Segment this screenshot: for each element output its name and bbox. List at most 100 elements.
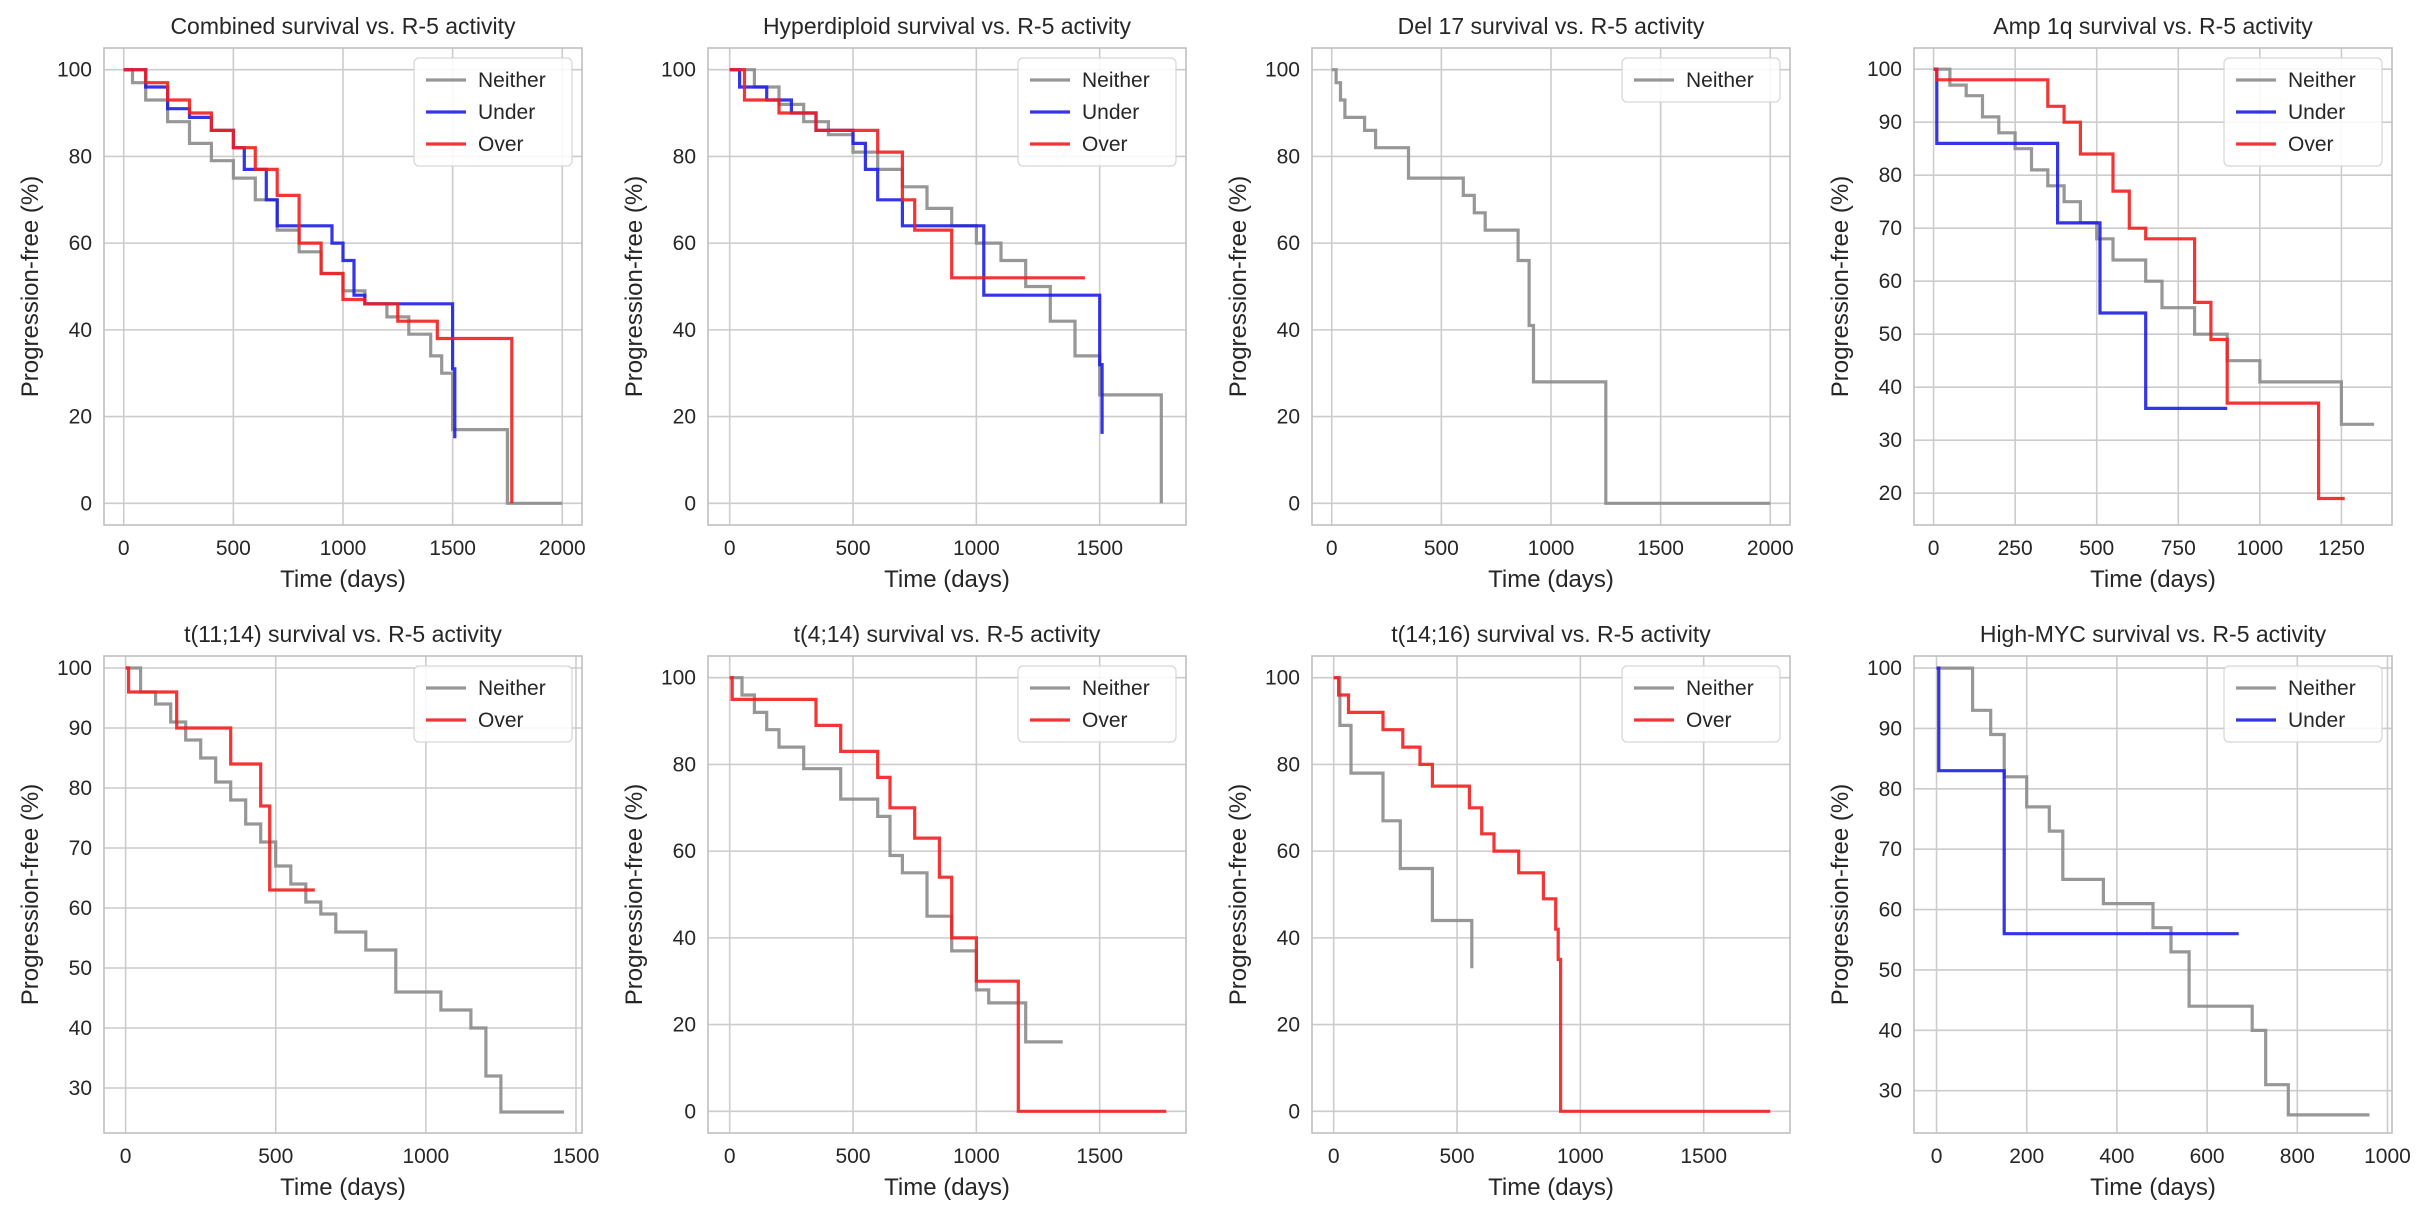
series-line-neither (1333, 676, 1474, 969)
plot-frame (707, 655, 1187, 1134)
x-tick-label: 0 (118, 537, 130, 560)
plot-frame (1311, 47, 1791, 526)
y-tick-label: 40 (1879, 376, 1902, 399)
chart-title: t(11;14) survival vs. R-5 activity (184, 621, 502, 647)
y-tick-label: 20 (1879, 482, 1902, 505)
y-tick-label: 100 (1265, 59, 1300, 82)
y-tick-label: 40 (69, 1017, 92, 1040)
y-tick-label: 80 (1879, 778, 1902, 801)
y-tick-label: 50 (1879, 959, 1902, 982)
legend-label-over: Over (478, 709, 524, 732)
legend: Neither Under Over (1017, 57, 1177, 167)
subplot-3: 0 500 1000 1500 2000 0 20 40 60 80 100 Del 17 survi… (1225, 13, 1794, 593)
x-tick-label: 500 (836, 1145, 871, 1168)
x-axis-label: Time (days) (884, 1174, 1010, 1201)
x-tick-label: 1500 (1076, 1145, 1123, 1168)
x-tick-label: 1250 (2318, 537, 2365, 560)
legend-label-neither: Neither (2288, 677, 2356, 700)
subplot-7: 0 500 1000 1500 0 20 40 60 80 100 t(14;16) surviva… (1225, 621, 1791, 1201)
x-tick-label: 1000 (953, 537, 1000, 560)
y-axis-label: Progression-free (%) (1827, 176, 1854, 397)
y-axis-label: Progression-free (%) (621, 784, 648, 1005)
x-axis-label: Time (days) (884, 566, 1010, 593)
x-tick-label: 0 (1931, 1145, 1943, 1168)
y-tick-label: 30 (69, 1077, 92, 1100)
plot-frame (103, 655, 583, 1134)
subplot-5: 0 500 1000 1500 30 40 50 60 70 80 90 100 t(11;14) su… (17, 621, 599, 1201)
y-tick-label: 80 (69, 145, 92, 168)
x-axis-label: Time (days) (2090, 566, 2216, 593)
series-line-under (1933, 67, 2228, 410)
subplot-1: 0 500 1000 1500 2000 0 20 40 60 80 100 Combined sur… (17, 13, 586, 593)
legend-label-under: Under (2288, 101, 2345, 124)
legend: Neither Under Over (413, 57, 573, 167)
series-line-under (1936, 666, 2239, 936)
series-line-over (729, 676, 1167, 1113)
series-line-neither (1331, 68, 1771, 505)
y-tick-label: 100 (57, 657, 92, 680)
plot-frame (103, 47, 583, 526)
y-tick-label: 20 (673, 1014, 696, 1037)
legend-label-over: Over (1082, 709, 1128, 732)
y-tick-label: 20 (1277, 406, 1300, 429)
y-tick-label: 90 (69, 717, 92, 740)
y-tick-label: 70 (1879, 838, 1902, 861)
x-tick-label: 0 (1328, 1145, 1340, 1168)
y-tick-label: 80 (69, 777, 92, 800)
legend-label-over: Over (478, 133, 524, 156)
x-axis-label: Time (days) (1488, 1174, 1614, 1201)
y-tick-label: 0 (1288, 1100, 1300, 1123)
y-tick-label: 60 (1277, 232, 1300, 255)
legend-label-neither: Neither (1082, 677, 1150, 700)
chart-title: Combined survival vs. R-5 activity (170, 13, 516, 39)
x-tick-label: 200 (2009, 1145, 2044, 1168)
y-axis-label: Progression-free (%) (1225, 176, 1252, 397)
y-tick-label: 90 (1879, 111, 1902, 134)
x-tick-label: 500 (216, 537, 251, 560)
y-tick-label: 0 (684, 492, 696, 515)
x-tick-label: 1500 (429, 537, 476, 560)
y-tick-label: 70 (1879, 217, 1902, 240)
subplot-4: 0 250 500 750 1000 1250 20 30 40 50 60 70 80 90 100 Amp… (1827, 13, 2393, 593)
y-tick-label: 80 (1277, 145, 1300, 168)
x-tick-label: 0 (724, 537, 736, 560)
x-axis-label: Time (days) (280, 566, 406, 593)
series-line-over (729, 68, 1085, 280)
x-tick-label: 1500 (1076, 537, 1123, 560)
legend-label-over: Over (2288, 133, 2334, 156)
chart-title: t(14;16) survival vs. R-5 activity (1391, 621, 1711, 647)
legend-box (413, 57, 573, 167)
legend: Neither Over (1621, 665, 1781, 743)
y-tick-label: 60 (1277, 840, 1300, 863)
y-tick-label: 0 (684, 1100, 696, 1123)
x-axis-label: Time (days) (1488, 566, 1614, 593)
legend: Neither Over (413, 665, 573, 743)
y-tick-label: 40 (1879, 1019, 1902, 1042)
y-tick-label: 90 (1879, 717, 1902, 740)
x-tick-label: 800 (2280, 1145, 2315, 1168)
x-tick-label: 500 (1424, 537, 1459, 560)
series-line-over (123, 68, 514, 504)
x-tick-label: 1500 (1637, 537, 1684, 560)
y-tick-label: 60 (69, 232, 92, 255)
series-line-neither (125, 666, 564, 1114)
legend: Neither Under (2223, 665, 2383, 743)
chart-title: t(4;14) survival vs. R-5 activity (794, 621, 1101, 647)
x-tick-label: 1000 (320, 537, 367, 560)
x-tick-label: 250 (1998, 537, 2033, 560)
legend-box (413, 665, 573, 743)
y-tick-label: 80 (673, 753, 696, 776)
legend-box (2223, 57, 2383, 167)
y-tick-label: 60 (1879, 899, 1902, 922)
legend-box (1621, 57, 1781, 103)
series-line-under (123, 68, 457, 439)
x-tick-label: 600 (2190, 1145, 2225, 1168)
y-tick-label: 100 (661, 667, 696, 690)
y-tick-label: 40 (1277, 319, 1300, 342)
x-tick-label: 500 (836, 537, 871, 560)
y-tick-label: 30 (1879, 1080, 1902, 1103)
y-tick-label: 20 (673, 406, 696, 429)
y-tick-label: 0 (80, 492, 92, 515)
series-line-neither (1936, 666, 2370, 1117)
